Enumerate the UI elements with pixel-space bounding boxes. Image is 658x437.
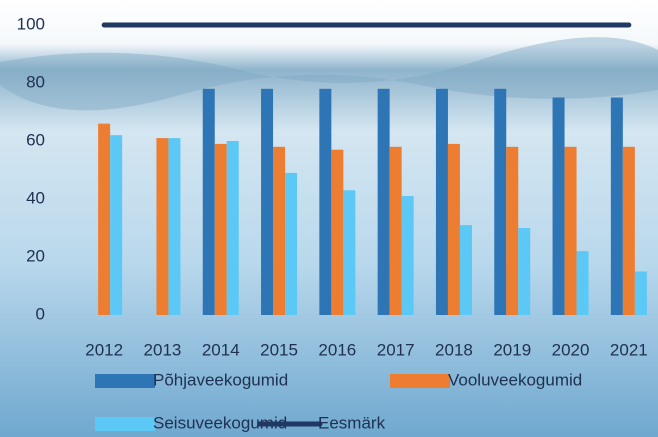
- x-tick-label: 2021: [610, 340, 648, 359]
- bar: [343, 190, 355, 315]
- bar: [402, 196, 414, 315]
- bar: [506, 147, 518, 315]
- x-tick-label: 2017: [377, 340, 415, 359]
- x-tick-label: 2015: [260, 340, 298, 359]
- bar: [565, 147, 577, 315]
- y-tick-label: 80: [26, 72, 45, 91]
- y-tick-label: 40: [26, 188, 45, 207]
- x-tick-label: 2016: [318, 340, 356, 359]
- bar: [110, 135, 122, 315]
- bar: [203, 89, 215, 315]
- bar: [518, 228, 530, 315]
- bar: [635, 272, 647, 316]
- legend-label: Vooluveekogumid: [448, 370, 582, 389]
- y-tick-label: 0: [36, 304, 45, 323]
- x-tick-label: 2020: [552, 340, 590, 359]
- legend-label: Põhjaveekogumid: [153, 370, 288, 389]
- y-tick-label: 60: [26, 130, 45, 149]
- legend-label: Eesmärk: [318, 413, 386, 432]
- bar: [168, 138, 180, 315]
- x-tick-label: 2018: [435, 340, 473, 359]
- bar: [448, 144, 460, 315]
- bar: [577, 251, 589, 315]
- bar: [319, 89, 331, 315]
- bar: [261, 89, 273, 315]
- x-tick-label: 2013: [144, 340, 182, 359]
- chart: 0 20 40 60 80 100 2012 2013 2014 2015 2016 2017 2018…: [0, 0, 658, 437]
- bar: [460, 225, 472, 315]
- bar: [331, 150, 343, 315]
- bar: [611, 98, 623, 316]
- x-tick-label: 2012: [85, 340, 123, 359]
- bar: [227, 141, 239, 315]
- bar: [273, 147, 285, 315]
- bar: [553, 98, 565, 316]
- bar: [623, 147, 635, 315]
- legend-marker: [390, 374, 450, 388]
- bar: [436, 89, 448, 315]
- bar: [285, 173, 297, 315]
- x-tick-label: 2014: [202, 340, 240, 359]
- bar: [494, 89, 506, 315]
- x-tick-label: 2019: [493, 340, 531, 359]
- bar: [156, 138, 168, 315]
- bar: [378, 89, 390, 315]
- legend-marker: [95, 374, 155, 388]
- bar: [98, 124, 110, 315]
- y-tick-label: 100: [17, 14, 45, 33]
- legend-marker: [95, 417, 155, 431]
- bar: [390, 147, 402, 315]
- y-tick-label: 20: [26, 246, 45, 265]
- bar: [215, 144, 227, 315]
